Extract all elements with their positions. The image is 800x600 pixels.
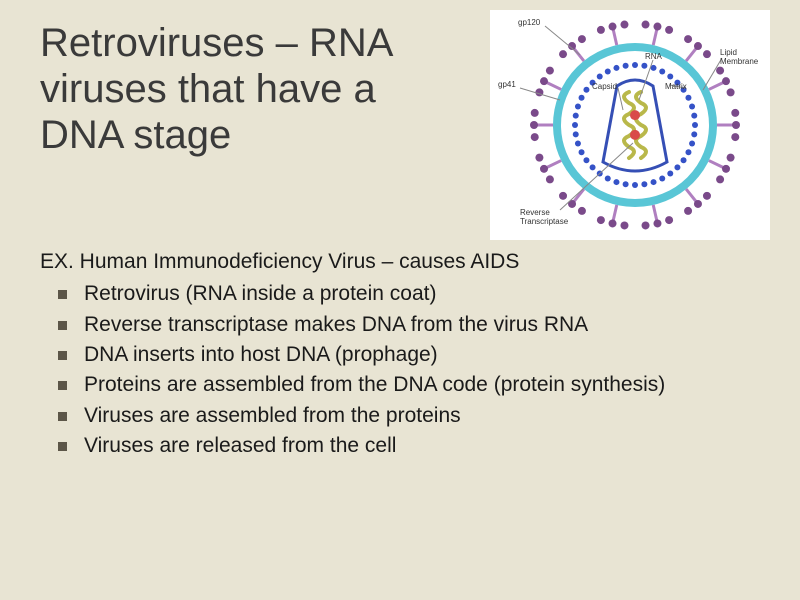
body-content: EX. Human Immunodeficiency Virus – cause… bbox=[40, 248, 770, 460]
list-item: Proteins are assembled from the DNA code… bbox=[58, 371, 770, 399]
slide-container: Retroviruses – RNA viruses that have a D… bbox=[0, 0, 800, 600]
label-matrix: Matrix bbox=[665, 82, 687, 91]
bullet-list: Retrovirus (RNA inside a protein coat) R… bbox=[40, 280, 770, 460]
example-subtitle: EX. Human Immunodeficiency Virus – cause… bbox=[40, 248, 770, 276]
slide-title: Retroviruses – RNA viruses that have a D… bbox=[40, 20, 440, 158]
label-rna: RNA bbox=[645, 52, 662, 61]
label-capsid: Capsid bbox=[592, 82, 617, 91]
list-item: DNA inserts into host DNA (prophage) bbox=[58, 341, 770, 369]
label-gp120: gp120 bbox=[518, 18, 540, 27]
label-lipid-membrane: Lipid Membrane bbox=[720, 48, 770, 66]
list-item: Viruses are released from the cell bbox=[58, 432, 770, 460]
label-reverse-transcriptase: Reverse Transcriptase bbox=[520, 208, 580, 226]
label-gp41: gp41 bbox=[498, 80, 516, 89]
list-item: Retrovirus (RNA inside a protein coat) bbox=[58, 280, 770, 308]
list-item: Reverse transcriptase makes DNA from the… bbox=[58, 311, 770, 339]
virus-diagram: gp120 gp41 RNA Capsid Matrix Lipid Membr… bbox=[490, 10, 770, 240]
list-item: Viruses are assembled from the proteins bbox=[58, 402, 770, 430]
virus-svg bbox=[490, 10, 770, 240]
